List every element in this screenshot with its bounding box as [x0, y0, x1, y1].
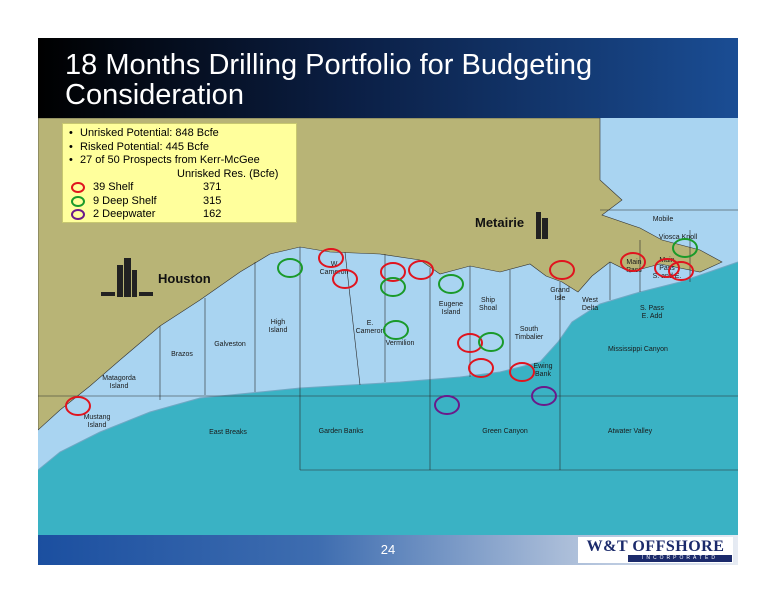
legend-marker [71, 209, 85, 221]
prospect-marker [438, 274, 464, 294]
prospect-marker [434, 395, 460, 415]
area-label: Green Canyon [482, 428, 528, 435]
prospect-marker [457, 333, 483, 353]
logo-subtext: INCORPORATED [628, 555, 732, 562]
legend-row: 39 Shelf 371 [69, 181, 290, 195]
area-label: Mustang [84, 414, 111, 421]
prospect-marker [468, 358, 494, 378]
area-label: Island [110, 383, 129, 390]
page-number: 24 [380, 542, 396, 557]
area-label: Island [269, 327, 288, 334]
area-label: Cameron [320, 269, 349, 276]
legend-bullet: Unrisked Potential: 848 Bcfe [69, 127, 290, 141]
legend-value: 162 [203, 208, 222, 220]
legend-label: 9 Deep Shelf [93, 194, 157, 207]
prospect-marker [549, 260, 575, 280]
prospect-marker [380, 262, 406, 282]
logo-text: W&T OFFSHORE [586, 538, 725, 555]
area-label: Brazos [171, 351, 193, 358]
prospect-marker [408, 260, 434, 280]
area-label: Main [626, 259, 641, 266]
area-label: Bank [535, 371, 551, 378]
prospect-marker [478, 332, 504, 352]
legend-label: 39 Shelf [93, 181, 134, 193]
area-label: Grand [550, 287, 570, 294]
area-label: Island [442, 309, 461, 316]
legend: Unrisked Potential: 848 Bcfe Risked Pote… [62, 123, 297, 223]
area-label: Isle [555, 295, 566, 302]
area-label: Ship [481, 297, 495, 304]
area-label: Matagorda [102, 375, 136, 382]
area-label: East Breaks [209, 429, 247, 436]
legend-marker [71, 195, 85, 207]
prospect-marker [654, 258, 680, 278]
legend-row: 9 Deep Shelf 315 [69, 195, 290, 209]
area-label: West [582, 297, 598, 304]
area-label: High [271, 319, 286, 326]
area-label: Pass [659, 265, 675, 272]
prospect-marker [668, 261, 694, 281]
prospect-marker [318, 248, 344, 268]
prospect-marker [65, 396, 91, 416]
prospect-marker [509, 362, 535, 382]
area-label: Atwater Valley [608, 428, 653, 435]
area-label: Mobile [653, 216, 674, 223]
area-label: Delta [582, 305, 598, 312]
area-label: South [520, 326, 538, 333]
deep-water [38, 262, 738, 535]
prospect-marker [620, 252, 646, 272]
prospect-marker [672, 238, 698, 258]
slide-title: 18 Months Drilling Portfolio for Budgeti… [65, 49, 593, 111]
legend-marker [71, 182, 85, 194]
area-label: Main [659, 257, 674, 264]
area-label: Viosca Knoll [659, 234, 698, 241]
legend-row: 2 Deepwater 162 [69, 208, 290, 222]
area-label: Galveston [214, 341, 246, 348]
houston-icon [101, 258, 153, 297]
area-label: Shoal [479, 305, 497, 312]
area-label: Island [88, 422, 107, 429]
block-lines [38, 209, 738, 471]
area-label: E. Add [642, 313, 663, 320]
footer: 24 W&T OFFSHORE INCORPORATED [38, 535, 738, 565]
city-label: Metairie [475, 215, 524, 230]
area-label: Eugene [439, 301, 463, 308]
area-label: Timbalier [515, 334, 544, 341]
area-label: S. Pass [640, 305, 665, 312]
legend-column-header: Unrisked Res. (Bcfe) [177, 167, 279, 180]
area-label: W [331, 261, 338, 268]
shelf-edge [38, 261, 738, 471]
prospect-marker [332, 269, 358, 289]
area-label: Garden Banks [319, 428, 364, 435]
metairie-icon [536, 212, 548, 239]
city-label: Houston [158, 271, 211, 286]
legend-value: 371 [203, 181, 222, 193]
prospect-marker [531, 386, 557, 406]
header: 18 Months Drilling Portfolio for Budgeti… [38, 38, 738, 118]
area-label: E. [367, 320, 374, 327]
legend-value: 315 [203, 194, 222, 207]
prospect-marker [383, 320, 409, 340]
prospect-markers [65, 238, 698, 416]
area-label: Ewing [533, 363, 552, 370]
area-label: Cameron [356, 328, 385, 335]
prospect-marker [277, 258, 303, 278]
area-label: Vermilion [386, 340, 415, 347]
legend-bullet: 27 of 50 Prospects from Kerr-McGee [69, 154, 290, 168]
logo: W&T OFFSHORE INCORPORATED [578, 537, 733, 563]
area-label: Mississippi Canyon [608, 346, 668, 353]
prospect-marker [380, 277, 406, 297]
legend-bullet: Risked Potential: 445 Bcfe [69, 141, 290, 155]
legend-label: 2 Deepwater [93, 208, 156, 220]
